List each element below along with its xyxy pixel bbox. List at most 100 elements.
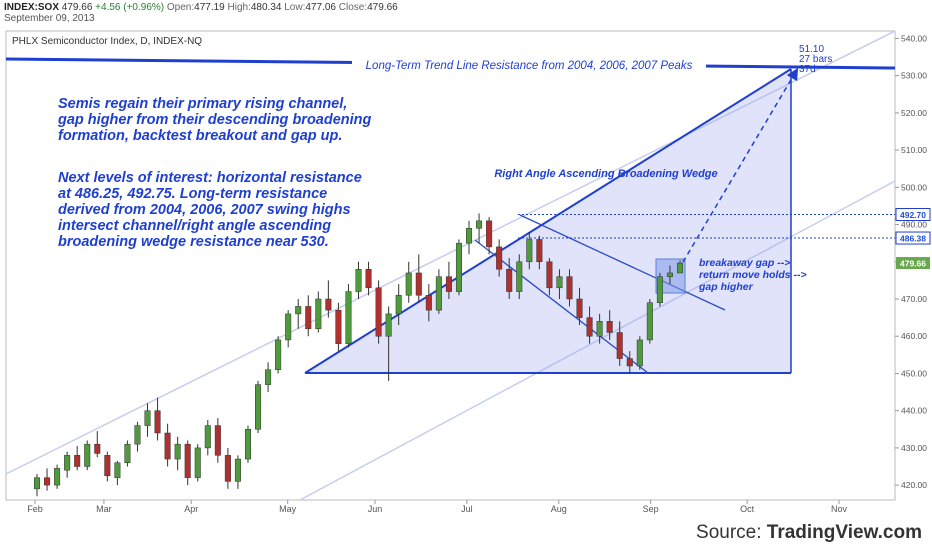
candle-body (114, 462, 121, 478)
x-tick-label: Sep (643, 504, 659, 514)
close-label: Close: (338, 2, 368, 13)
y-tick-label: 420.00 (901, 480, 927, 490)
x-tick-label: Apr (184, 504, 198, 514)
projection-arrow (682, 67, 799, 263)
x-tick-label: Mar (96, 504, 112, 514)
trendline-label-bg (352, 57, 706, 73)
candle-body (224, 455, 231, 482)
candle-body (335, 309, 342, 344)
candle-body (385, 313, 392, 337)
candle-body (466, 228, 473, 244)
high-value: 480.34 (250, 2, 282, 13)
y-tick-label: 520.00 (901, 108, 927, 118)
candle-body (586, 317, 593, 337)
candle-body (134, 425, 141, 445)
candle-body (516, 261, 523, 292)
candle-body (184, 443, 191, 478)
source-credit[interactable]: Source: TradingView.com (696, 522, 922, 544)
candle-body (174, 443, 181, 460)
candle-body (646, 302, 653, 341)
candle-body (445, 276, 452, 292)
candle-body (375, 287, 382, 337)
wedge-label: Right Angle Ascending Broadening Wedge (494, 168, 717, 180)
commentary-line: gap higher from their descending broaden… (57, 112, 372, 128)
chart-header: INDEX:SOX 479.66 +4.56 (+0.96%) Open:477… (0, 0, 932, 24)
date-line: September 09, 2013 (4, 13, 95, 24)
candle-body (496, 246, 503, 270)
candle-body (305, 306, 312, 330)
price-badge-label: 486.38 (900, 234, 926, 244)
commentary-line: Next levels of interest: horizontal resi… (58, 170, 362, 186)
candle-body (596, 321, 603, 337)
candle-body (64, 455, 71, 471)
candle-body (656, 276, 663, 303)
candle-body (395, 295, 402, 315)
open-label: Open: (166, 2, 195, 13)
rising-channel (5, 30, 896, 501)
x-tick-label: Nov (831, 504, 848, 514)
candle-body (476, 220, 483, 229)
candle-body (566, 276, 573, 300)
y-tick-label: 450.00 (901, 368, 927, 378)
plot-frame (5, 30, 896, 501)
chart-title: PHLX Semiconductor Index, D, INDEX-NQ (12, 36, 202, 47)
y-tick-label: 490.00 (901, 220, 927, 230)
x-tick-label: Feb (27, 504, 43, 514)
candle-body (44, 477, 51, 486)
candle-body (164, 432, 171, 460)
candle-body (546, 261, 553, 289)
candle-body (666, 272, 673, 277)
price-badge-label: 492.70 (900, 210, 926, 220)
candle-body (104, 455, 111, 477)
source-prefix: Source: (696, 522, 762, 543)
x-tick-label: Jun (368, 504, 383, 514)
commentary-paragraph-2: Next levels of interest: horizontal resi… (58, 170, 362, 250)
measure-days: 37d (799, 64, 816, 75)
candle-body (295, 306, 302, 315)
x-tick-label: May (279, 504, 297, 514)
gap-note-line: return move holds --> (699, 269, 807, 281)
price-badge-label: 479.66 (900, 259, 926, 269)
candles (33, 213, 684, 497)
candle-body (606, 321, 613, 333)
candle-body (265, 369, 272, 385)
trendline-label: Long-Term Trend Line Resistance from 200… (366, 60, 693, 72)
gap-note-line: gap higher (698, 281, 754, 293)
commentary-line: derived from 2004, 2006, 2007 swing high… (58, 202, 351, 218)
candle-body (576, 298, 583, 318)
candle-body (234, 458, 241, 482)
candle-body (54, 468, 61, 486)
candle-body (526, 239, 533, 263)
commentary-line: intersect channel/right angle ascending (58, 218, 331, 234)
candle-body (536, 239, 543, 263)
channel-upper-line (5, 30, 896, 475)
y-tick-label: 510.00 (901, 145, 927, 155)
x-tick-label: Aug (551, 504, 567, 514)
x-tick-label: Jul (461, 504, 473, 514)
candle-body (33, 477, 41, 490)
price-badge (896, 257, 930, 270)
candle-body (214, 425, 221, 456)
measure-readout: 51.10 27 bars 37d (799, 44, 832, 75)
candle-body (455, 242, 462, 292)
close-value: 479.66 (367, 2, 398, 13)
low-value: 477.06 (305, 2, 336, 13)
candle-body (255, 384, 262, 430)
commentary-line: at 486.25, 492.75. Long-term resistance (58, 186, 327, 202)
candle-body (425, 295, 432, 311)
price-badges: 492.70 486.38 479.66 (895, 208, 931, 270)
high-label: High: (227, 2, 251, 13)
open-value: 477.19 (194, 2, 225, 13)
gap-note-line: breakaway gap --> (699, 257, 790, 269)
last-price: 479.66 (61, 2, 93, 13)
candle-body (144, 410, 151, 426)
y-tick-label: 540.00 (901, 33, 927, 43)
candle-body (355, 268, 362, 292)
commentary-line: formation, backtest breakout and gap up. (58, 128, 342, 144)
candle-body (94, 443, 101, 454)
candle-body (84, 443, 91, 467)
y-tick-label: 530.00 (901, 71, 927, 81)
candle-body (325, 298, 332, 311)
candle-body (405, 272, 412, 296)
